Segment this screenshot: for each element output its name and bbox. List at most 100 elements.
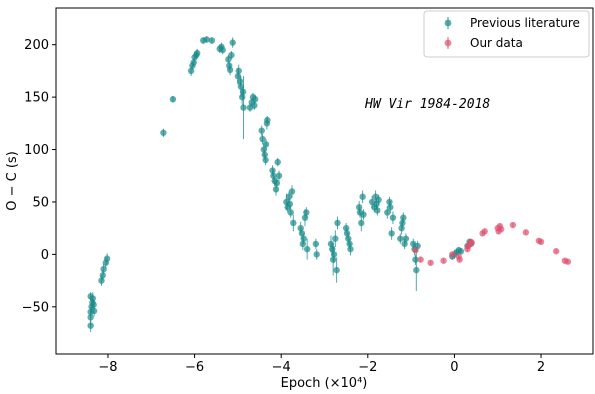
previous-literature-point (299, 240, 307, 248)
previous-literature-point (355, 204, 363, 211)
previous-literature-point (251, 102, 258, 109)
previous-literature-point (269, 167, 276, 174)
previous-literature-point (99, 272, 106, 279)
previous-literature-point (330, 251, 338, 258)
series-previous-literature (87, 36, 475, 332)
legend-label-ours: Our data (470, 36, 523, 50)
previous-literature-point (402, 235, 410, 242)
previous-literature-point (398, 224, 405, 232)
previous-literature-point (334, 219, 341, 227)
legend-marker-ours (444, 37, 452, 49)
previous-literature-point (399, 219, 406, 227)
x-tick-label: −6 (185, 360, 204, 375)
previous-literature-point (342, 224, 350, 232)
x-tick-label: 2 (537, 360, 545, 375)
previous-literature-point (413, 266, 420, 274)
legend-marker-previous (444, 17, 452, 29)
previous-literature-point (261, 151, 268, 158)
y-tick-label: −50 (22, 300, 49, 315)
previous-literature-point (237, 83, 245, 90)
previous-literature-point (190, 59, 197, 66)
previous-literature-point (288, 188, 296, 195)
y-tick-label: 200 (24, 38, 49, 53)
previous-literature-point (400, 214, 407, 221)
previous-literature-point (346, 240, 353, 248)
our-data-point (427, 259, 434, 266)
previous-literature-point (90, 307, 98, 315)
previous-literature-point (236, 78, 244, 85)
previous-literature-point (260, 146, 268, 153)
previous-literature-point (374, 207, 381, 214)
previous-literature-point (360, 211, 367, 218)
previous-literature-point (262, 156, 269, 164)
previous-literature-point (375, 196, 382, 204)
previous-literature-point (286, 200, 294, 208)
x-tick-label: −4 (272, 360, 291, 375)
previous-literature-point (412, 256, 419, 263)
previous-literature-point (332, 235, 339, 242)
previous-literature-point (169, 96, 177, 103)
plot-frame (55, 7, 594, 355)
previous-literature-point (228, 51, 235, 59)
previous-literature-point (160, 129, 167, 136)
previous-literature-point (333, 266, 340, 274)
our-data-point (412, 247, 419, 254)
our-data-point (468, 239, 475, 247)
previous-literature-point (252, 96, 259, 103)
legend-label-previous: Previous literature (470, 16, 580, 30)
our-data-point (449, 251, 456, 258)
our-data-point (509, 221, 517, 229)
previous-literature-point (100, 265, 107, 273)
previous-literature-point (388, 230, 395, 237)
previous-literature-point (275, 172, 283, 179)
x-axis-label: Epoch (×10⁴) (281, 376, 368, 391)
y-tick-label: 150 (24, 91, 49, 106)
previous-literature-point (274, 158, 281, 166)
our-data-point (481, 228, 488, 235)
our-data-point (537, 238, 545, 246)
previous-literature-point (262, 141, 270, 148)
previous-literature-point (193, 49, 201, 57)
previous-literature-point (312, 240, 320, 248)
previous-literature-point (240, 104, 247, 111)
previous-literature-point (303, 209, 310, 216)
previous-literature-point (103, 255, 111, 262)
previous-literature-point (358, 219, 365, 227)
previous-literature-point (264, 116, 271, 124)
chart-annotation: HW Vir 1984-2018 (364, 97, 490, 112)
previous-literature-point (303, 245, 311, 253)
previous-literature-point (203, 36, 210, 43)
previous-literature-point (87, 293, 94, 300)
y-axis-ticks: −50 0 50 100 150 200 (22, 38, 56, 315)
x-axis-ticks: −8 −6 −4 −2 0 2 (98, 354, 545, 375)
previous-literature-point (229, 39, 236, 46)
previous-literature-point (259, 135, 266, 143)
previous-literature-point (397, 235, 404, 242)
previous-literature-point (219, 46, 226, 54)
y-tick-label: 50 (32, 195, 49, 210)
previous-literature-point (384, 209, 391, 216)
y-tick-label: 100 (24, 143, 49, 158)
previous-literature-point (285, 193, 293, 200)
x-tick-label: −2 (358, 360, 377, 375)
previous-literature-point (290, 219, 297, 227)
previous-literature-point (347, 245, 354, 253)
x-tick-label: −8 (98, 360, 117, 375)
previous-literature-point (287, 209, 294, 216)
previous-literature-point (208, 37, 216, 44)
series-our-data (412, 221, 572, 266)
our-data-point (456, 256, 463, 263)
our-data-point (552, 248, 560, 255)
previous-literature-point (457, 248, 465, 255)
y-axis-label: O − C (s) (5, 151, 20, 211)
our-data-point (417, 256, 424, 263)
y-tick-label: 0 (41, 248, 49, 263)
previous-literature-point (359, 193, 366, 200)
previous-literature-point (386, 198, 393, 206)
legend: Previous literature Our data (423, 10, 590, 58)
previous-literature-point (258, 127, 265, 134)
previous-literature-point (273, 179, 281, 187)
x-tick-label: 0 (450, 360, 458, 375)
